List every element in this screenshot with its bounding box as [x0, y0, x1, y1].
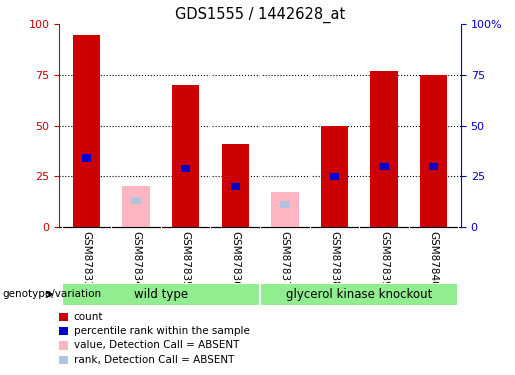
Bar	[330, 173, 339, 180]
Bar	[370, 71, 398, 227]
Text: genotype/variation: genotype/variation	[3, 290, 101, 299]
Bar	[420, 75, 448, 227]
Bar	[321, 126, 348, 227]
Text: GSM87833: GSM87833	[81, 231, 92, 288]
Text: GSM87838: GSM87838	[330, 231, 339, 288]
Bar	[123, 186, 150, 227]
Bar	[62, 283, 260, 306]
Text: GSM87836: GSM87836	[230, 231, 241, 288]
Text: rank, Detection Call = ABSENT: rank, Detection Call = ABSENT	[74, 355, 234, 364]
Bar	[260, 283, 458, 306]
Bar	[82, 154, 91, 162]
Bar	[231, 183, 240, 190]
Text: count: count	[74, 312, 103, 322]
Bar	[172, 85, 199, 227]
Text: percentile rank within the sample: percentile rank within the sample	[74, 326, 250, 336]
Bar	[131, 197, 141, 204]
Text: wild type: wild type	[134, 288, 188, 301]
Bar	[181, 165, 191, 172]
Text: value, Detection Call = ABSENT: value, Detection Call = ABSENT	[74, 340, 239, 350]
Text: GSM87837: GSM87837	[280, 231, 290, 288]
Bar	[280, 201, 289, 208]
Bar	[429, 163, 438, 170]
Bar	[379, 163, 389, 170]
Title: GDS1555 / 1442628_at: GDS1555 / 1442628_at	[175, 7, 345, 23]
Text: GSM87834: GSM87834	[131, 231, 141, 288]
Bar	[221, 144, 249, 227]
Text: GSM87839: GSM87839	[379, 231, 389, 288]
Bar	[73, 34, 100, 227]
Bar	[271, 192, 299, 227]
Text: GSM87835: GSM87835	[181, 231, 191, 288]
Text: GSM87840: GSM87840	[428, 231, 439, 288]
Text: glycerol kinase knockout: glycerol kinase knockout	[286, 288, 433, 301]
